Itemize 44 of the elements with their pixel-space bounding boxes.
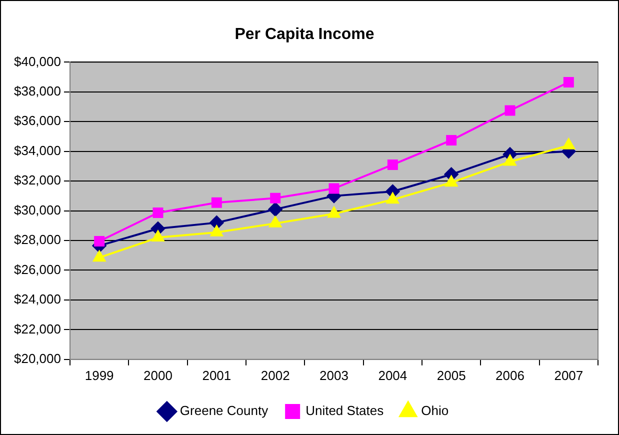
point (94, 236, 105, 247)
x-tick-label: 1999 (84, 368, 114, 383)
y-tick-label: $20,000 (14, 350, 61, 366)
point (504, 105, 516, 116)
point (152, 207, 164, 218)
point (268, 202, 282, 216)
y-tick-label: $26,000 (14, 262, 61, 277)
x-tick-label: 2002 (260, 368, 290, 383)
legend-label: Ohio (421, 403, 449, 418)
y-tick-label: $40,000 (14, 54, 61, 69)
point (386, 192, 399, 204)
point (211, 197, 222, 208)
x-tick-label: 2007 (554, 368, 584, 383)
y-tick-label: $30,000 (14, 202, 61, 218)
chart-title: Per Capita Income (234, 26, 374, 44)
point (269, 216, 282, 228)
point (152, 230, 164, 242)
point (562, 138, 575, 150)
point (93, 250, 106, 262)
point (210, 216, 224, 230)
point (446, 134, 457, 146)
y-tick-label: $28,000 (14, 232, 61, 248)
point (563, 77, 574, 88)
legend-label: United States (306, 403, 384, 418)
y-tick-label: $22,000 (14, 321, 61, 336)
point (328, 206, 340, 218)
y-tick-label: $38,000 (14, 84, 61, 98)
point (328, 183, 340, 194)
y-tick-label: $36,000 (14, 113, 61, 128)
x-tick-label: 2006 (496, 368, 524, 383)
point (387, 159, 398, 170)
x-tick-label: 2004 (378, 368, 408, 383)
y-tick-label: $32,000 (14, 172, 61, 188)
y-tick-label: $34,000 (14, 142, 61, 158)
x-tick-label: 2005 (436, 368, 466, 383)
point (445, 176, 458, 187)
point (210, 225, 223, 236)
x-tick-label: 2000 (144, 368, 172, 383)
x-tick-label: 2001 (202, 368, 232, 383)
y-tick-label: $24,000 (14, 292, 61, 307)
point (270, 192, 281, 204)
point (504, 154, 516, 166)
legend-label: Greene County (180, 403, 269, 418)
x-tick-label: 2003 (320, 368, 348, 383)
